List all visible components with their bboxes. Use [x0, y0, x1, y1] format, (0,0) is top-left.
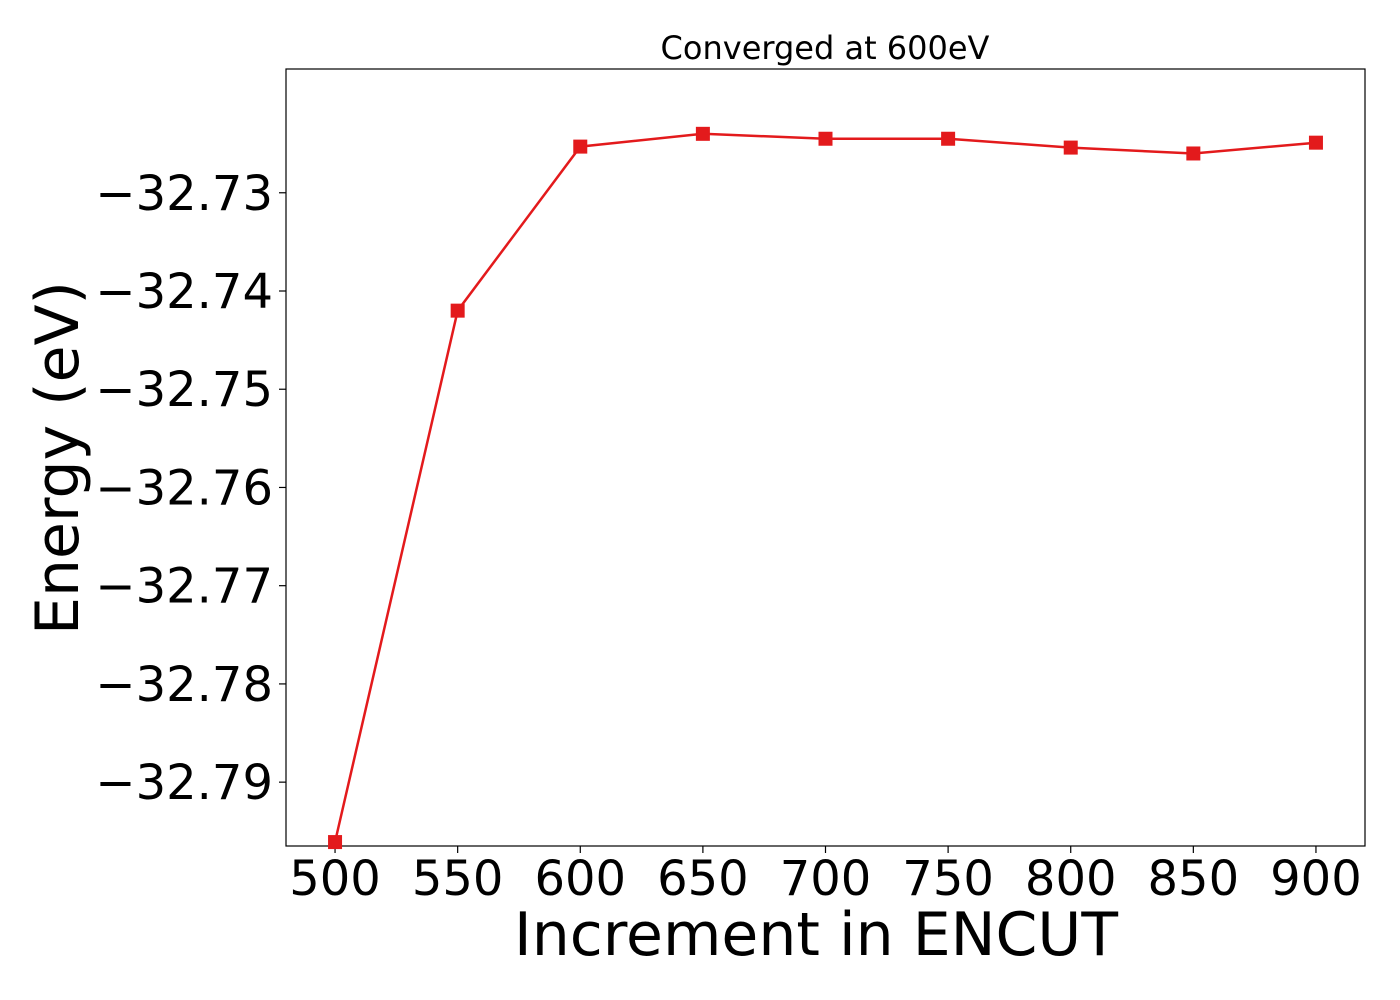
- y-axis-label: Energy (eV): [23, 281, 93, 635]
- x-axis-label: Increment in ENCUT: [514, 900, 1118, 970]
- x-tick-label: 750: [902, 851, 994, 907]
- x-tick-label: 550: [412, 851, 504, 907]
- x-tick-label: 800: [1025, 851, 1117, 907]
- y-tick-label: −32.74: [95, 264, 273, 320]
- y-axis: −32.73 −32.74 −32.75 −32.76 −32.77 −32.78 −32.…: [95, 166, 286, 811]
- y-tick-label: −32.79: [95, 755, 273, 811]
- data-point: [1186, 146, 1201, 161]
- data-point: [695, 126, 710, 141]
- x-tick-label: 650: [657, 851, 749, 907]
- data-point: [941, 131, 956, 146]
- chart-title: Converged at 600eV: [661, 29, 990, 67]
- x-tick-label: 900: [1270, 851, 1362, 907]
- y-tick-label: −32.78: [95, 657, 273, 713]
- data-point: [818, 131, 833, 146]
- x-tick-label: 700: [780, 851, 872, 907]
- data-point: [1308, 135, 1323, 150]
- data-point: [1063, 140, 1078, 155]
- x-tick-label: 600: [534, 851, 626, 907]
- x-tick-label: 850: [1148, 851, 1240, 907]
- data-point: [573, 139, 588, 154]
- y-tick-label: −32.75: [95, 362, 273, 418]
- x-tick-label: 500: [289, 851, 381, 907]
- x-axis: 500 550 600 650 700 750 800 850 900: [289, 846, 1362, 907]
- y-tick-label: −32.77: [95, 559, 273, 615]
- y-tick-label: −32.76: [95, 460, 273, 516]
- data-point: [450, 303, 465, 318]
- data-point: [328, 835, 343, 850]
- y-tick-label: −32.73: [95, 166, 273, 222]
- series-layer: [328, 126, 1323, 850]
